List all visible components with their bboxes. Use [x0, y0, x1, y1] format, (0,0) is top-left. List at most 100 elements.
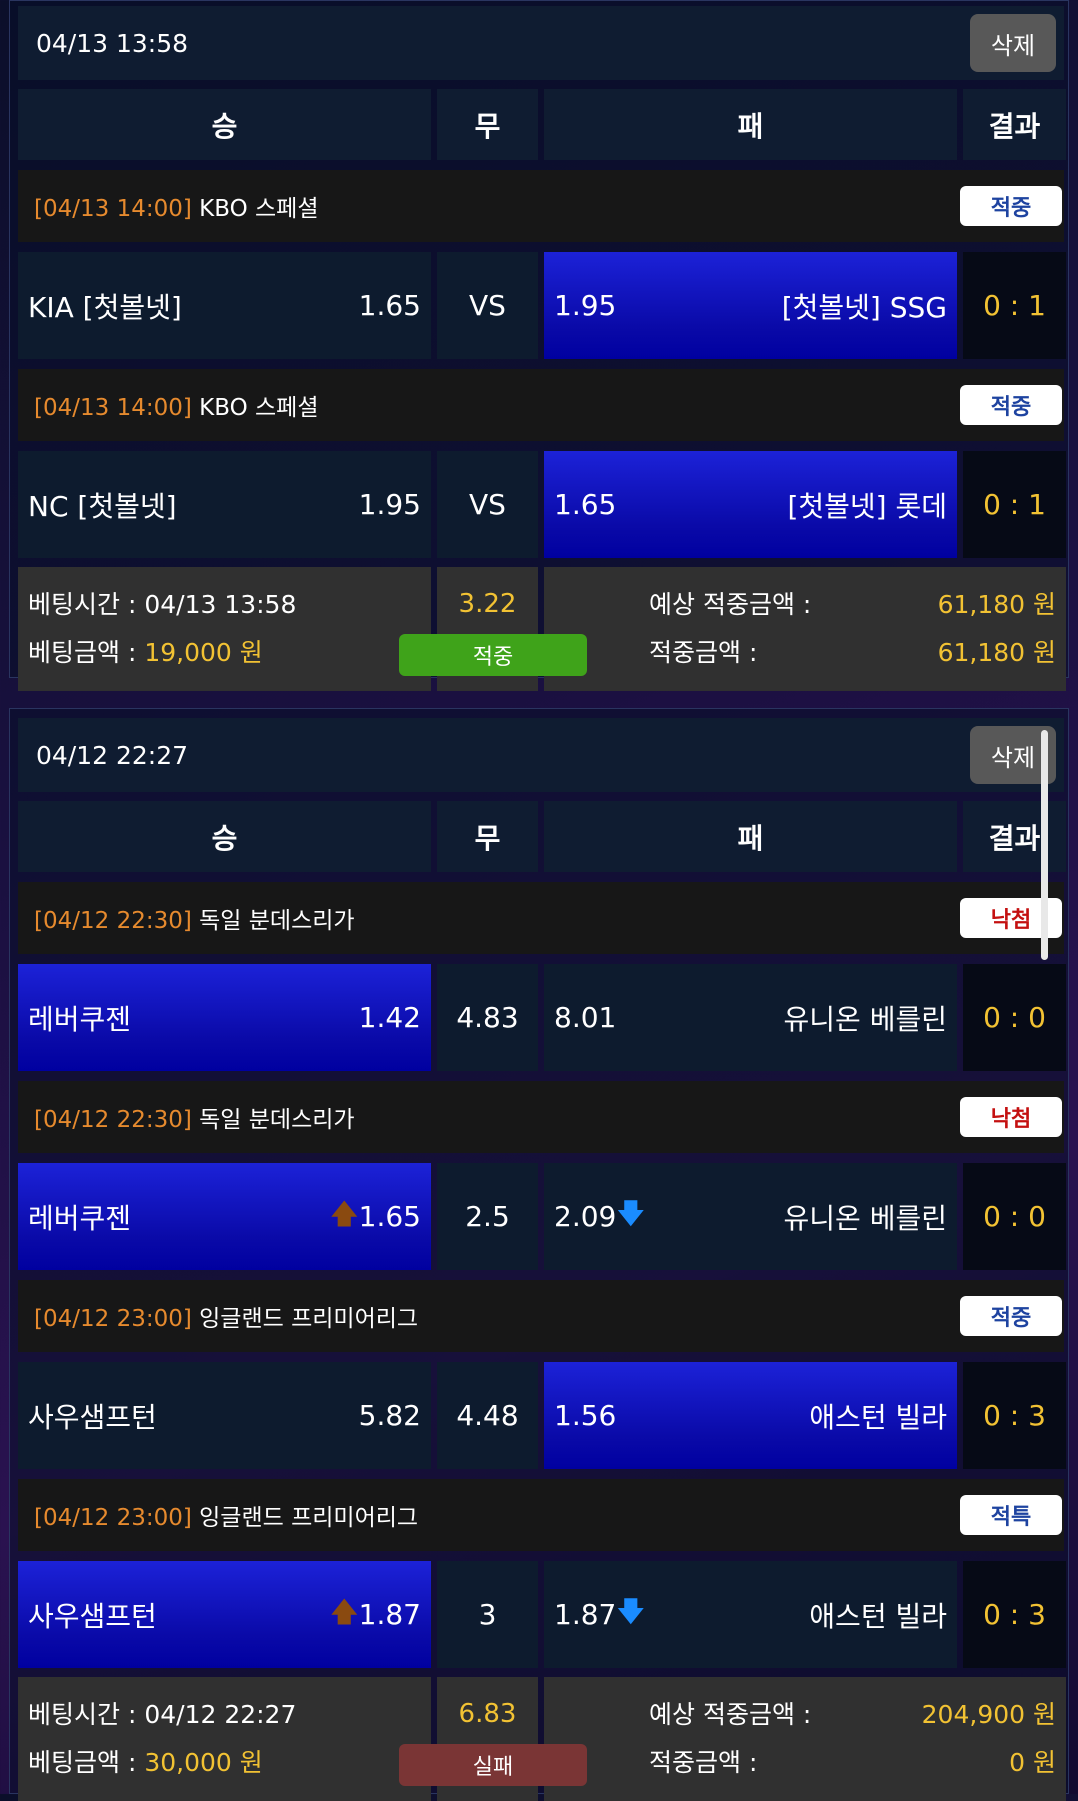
home-team: 레버쿠젠: [28, 1201, 132, 1235]
match-result-badge: 적중: [960, 1296, 1062, 1336]
away-team: 유니온 베를린: [783, 1201, 947, 1235]
won-label: 적중금액 :: [649, 1748, 758, 1777]
arrow-up-icon: 🡅: [329, 1196, 359, 1230]
away-odds-cell[interactable]: 1.87 🡇 애스턴 빌라: [544, 1561, 957, 1668]
bet-slip: 04/13 13:58 삭제 승 무 패 결과 [04/13 14:00] KB…: [18, 6, 1066, 691]
column-draw: 무: [437, 801, 538, 872]
draw-odds-cell[interactable]: 3: [437, 1561, 538, 1668]
away-odds: 2.09: [554, 1200, 617, 1233]
expected-label: 예상 적중금액 :: [649, 1700, 812, 1729]
draw-odds: 4.83: [456, 1001, 519, 1034]
draw-odds-cell[interactable]: 2.5: [437, 1163, 538, 1270]
bet-summary: 베팅시간 : 04/13 13:58 베팅금액 : 19,000 원 3.22 …: [18, 567, 1066, 691]
score: 0 : 3: [963, 1362, 1066, 1469]
column-result: 결과: [963, 801, 1066, 872]
home-odds-cell[interactable]: KIA [첫볼넷] 1.65: [18, 252, 431, 359]
draw-odds-cell[interactable]: 4.83: [437, 964, 538, 1071]
away-team: 애스턴 빌라: [809, 1400, 947, 1434]
match-time: [04/13 14:00]: [34, 395, 192, 421]
match-result-badge: 적특: [960, 1495, 1062, 1535]
home-team: KIA [첫볼넷]: [28, 290, 182, 324]
expected-label: 예상 적중금액 :: [649, 590, 812, 619]
match-header: [04/13 14:00] KBO 스페셜 적중: [18, 369, 1064, 441]
draw-odds: VS: [469, 289, 506, 322]
league-name: 잉글랜드 프리미어리그: [199, 1306, 419, 1332]
home-odds: 1.95: [358, 488, 421, 521]
draw-odds-cell[interactable]: 4.48: [437, 1362, 538, 1469]
bet-time: 04/13 13:58: [144, 590, 297, 619]
bet-date: 04/12 22:27: [36, 740, 189, 770]
away-team: [첫볼넷] SSG: [781, 290, 947, 324]
match-header: [04/12 22:30] 독일 분데스리가 낙첨: [18, 1081, 1064, 1153]
score: 0 : 0: [963, 964, 1066, 1071]
home-odds-cell[interactable]: 레버쿠젠 🡅 1.65: [18, 1163, 431, 1270]
bet-summary: 베팅시간 : 04/12 22:27 베팅금액 : 30,000 원 6.83 …: [18, 1677, 1066, 1801]
draw-odds-cell[interactable]: VS: [437, 252, 538, 359]
league-name: 독일 분데스리가: [199, 908, 355, 934]
arrow-down-icon: 🡇: [616, 1196, 646, 1230]
bet-slip: 04/12 22:27 삭제 승 무 패 결과 [04/12 22:30] 독일…: [18, 718, 1066, 1801]
delete-button[interactable]: 삭제: [970, 14, 1056, 72]
home-odds: 5.82: [358, 1399, 421, 1432]
expected-amount: 204,900 원: [921, 1700, 1056, 1729]
bet-amount: 30,000 원: [144, 1748, 263, 1777]
home-odds-cell[interactable]: 레버쿠젠 1.42: [18, 964, 431, 1071]
column-lose: 패: [544, 801, 957, 872]
match-time: [04/13 14:00]: [34, 196, 192, 222]
home-odds-cell[interactable]: NC [첫볼넷] 1.95: [18, 451, 431, 558]
match-row: NC [첫볼넷] 1.95 VS 1.65 [첫볼넷] 롯데 0 : 1: [18, 451, 1066, 558]
total-odds: 6.83: [458, 1699, 517, 1729]
home-team: 레버쿠젠: [28, 1002, 132, 1036]
away-odds-cell[interactable]: 2.09 🡇 유니온 베를린: [544, 1163, 957, 1270]
home-odds: 1.87: [358, 1598, 421, 1631]
column-headers: 승 무 패 결과: [18, 89, 1066, 160]
home-team: NC [첫볼넷]: [28, 489, 177, 523]
match-time: [04/12 23:00]: [34, 1306, 192, 1332]
bet-time: 04/12 22:27: [144, 1700, 297, 1729]
bet-amount-label: 베팅금액 :: [28, 638, 145, 667]
away-odds-cell[interactable]: 8.01 유니온 베를린: [544, 964, 957, 1071]
bet-header: 04/12 22:27 삭제: [18, 718, 1064, 792]
draw-odds-cell[interactable]: VS: [437, 451, 538, 558]
total-odds: 3.22: [458, 589, 517, 619]
league-name: 잉글랜드 프리미어리그: [199, 1505, 419, 1531]
match-row: KIA [첫볼넷] 1.65 VS 1.95 [첫볼넷] SSG 0 : 1: [18, 252, 1066, 359]
draw-odds: 3: [478, 1598, 497, 1631]
match-time: [04/12 22:30]: [34, 908, 192, 934]
match-result-badge: 적중: [960, 385, 1062, 425]
won-label: 적중금액 :: [649, 638, 758, 667]
arrow-up-icon: 🡅: [329, 1594, 359, 1628]
match-row: 사우샘프턴 🡅 1.87 3 1.87 🡇 애스턴 빌라 0 : 3: [18, 1561, 1066, 1668]
arrow-down-icon: 🡇: [616, 1594, 646, 1628]
match-result-badge: 적중: [960, 186, 1062, 226]
away-odds: 8.01: [554, 1001, 617, 1034]
home-odds: 1.42: [358, 1001, 421, 1034]
draw-odds: 4.48: [456, 1399, 519, 1432]
bet-amount-label: 베팅금액 :: [28, 1748, 145, 1777]
score: 0 : 1: [963, 252, 1066, 359]
away-odds-cell[interactable]: 1.95 [첫볼넷] SSG: [544, 252, 957, 359]
away-odds: 1.95: [554, 289, 617, 322]
bet-date: 04/13 13:58: [36, 28, 189, 58]
scrollbar[interactable]: [1041, 730, 1048, 960]
home-odds-cell[interactable]: 사우샘프턴 🡅 1.87: [18, 1561, 431, 1668]
draw-odds: VS: [469, 488, 506, 521]
home-odds-cell[interactable]: 사우샘프턴 5.82: [18, 1362, 431, 1469]
won-amount: 0 원: [1009, 1748, 1056, 1777]
match-row: 사우샘프턴 5.82 4.48 1.56 애스턴 빌라 0 : 3: [18, 1362, 1066, 1469]
column-lose: 패: [544, 89, 957, 160]
match-row: 레버쿠젠 🡅 1.65 2.5 2.09 🡇 유니온 베를린 0 : 0: [18, 1163, 1066, 1270]
match-header: [04/12 23:00] 잉글랜드 프리미어리그 적중: [18, 1280, 1064, 1352]
away-odds-cell[interactable]: 1.56 애스턴 빌라: [544, 1362, 957, 1469]
bet-header: 04/13 13:58 삭제: [18, 6, 1064, 80]
away-odds: 1.56: [554, 1399, 617, 1432]
match-result-badge: 낙첨: [960, 1097, 1062, 1137]
match-header: [04/13 14:00] KBO 스페셜 적중: [18, 170, 1064, 242]
away-odds: 1.87: [554, 1598, 617, 1631]
away-odds-cell[interactable]: 1.65 [첫볼넷] 롯데: [544, 451, 957, 558]
bet-status-badge: 적중: [399, 634, 587, 676]
score: 0 : 1: [963, 451, 1066, 558]
home-odds: 1.65: [358, 1200, 421, 1233]
match-time: [04/12 22:30]: [34, 1107, 192, 1133]
league-name: KBO 스페셜: [199, 395, 319, 421]
